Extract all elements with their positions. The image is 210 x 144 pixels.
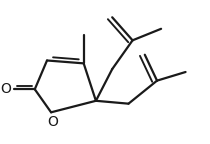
Text: O: O [48,115,59,129]
Text: O: O [0,82,11,96]
